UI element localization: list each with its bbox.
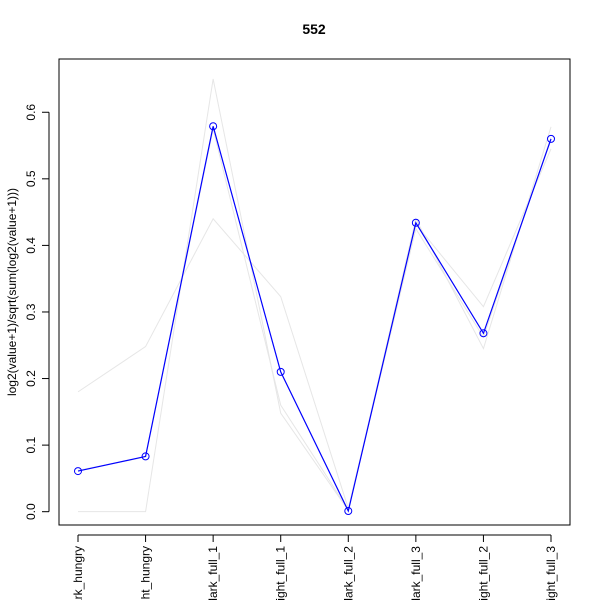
data-point-6: [479, 329, 488, 338]
x-tick-label-1: ght_hungry: [139, 546, 153, 600]
data-point-0: [74, 467, 82, 476]
y-axis: 0.0 0.1 0.2 0.3 0.4 0.5 0.6: [24, 104, 50, 520]
data-point-2: [209, 122, 218, 131]
x-tick-label-3: light_full_1: [274, 546, 288, 600]
data-point-1: [141, 452, 150, 461]
x-tick-label-6: light_full_2: [476, 546, 490, 600]
y-axis-label: log2(value+1)/sqrt(sum(log2(value+1))): [5, 188, 19, 396]
y-tick-label-3: 0.3: [24, 303, 38, 320]
x-tick-label-0: dark_hungry: [71, 546, 85, 600]
y-tick-label-6: 0.6: [24, 104, 38, 121]
data-point-4: [344, 507, 353, 516]
main-series-group: [74, 122, 555, 516]
x-tick-label-4: dark_full_2: [341, 546, 355, 600]
y-tick-label-0: 0.0: [24, 503, 38, 520]
data-point-7: [547, 134, 555, 143]
main-series-line: [77, 126, 552, 513]
x-tick-label-7: light_full_3: [544, 546, 558, 600]
chart-title: 552: [302, 21, 326, 37]
y-tick-label-5: 0.5: [24, 170, 38, 187]
y-tick-label-1: 0.1: [24, 436, 38, 453]
x-axis: dark_hungry ght_hungry dark_full_1 light_fu…: [71, 534, 558, 605]
x-tick-label-2: dark_full_1: [206, 546, 220, 600]
y-tick-label-4: 0.4: [24, 237, 38, 254]
background-series-line-1: [77, 148, 552, 511]
data-point-3: [276, 367, 285, 376]
data-point-5: [411, 218, 420, 227]
x-tick-label-5: dark_full_3: [409, 546, 423, 600]
background-series-line-2: [78, 78, 552, 513]
y-tick-label-2: 0.2: [24, 370, 38, 387]
plot-border: [58, 58, 571, 526]
